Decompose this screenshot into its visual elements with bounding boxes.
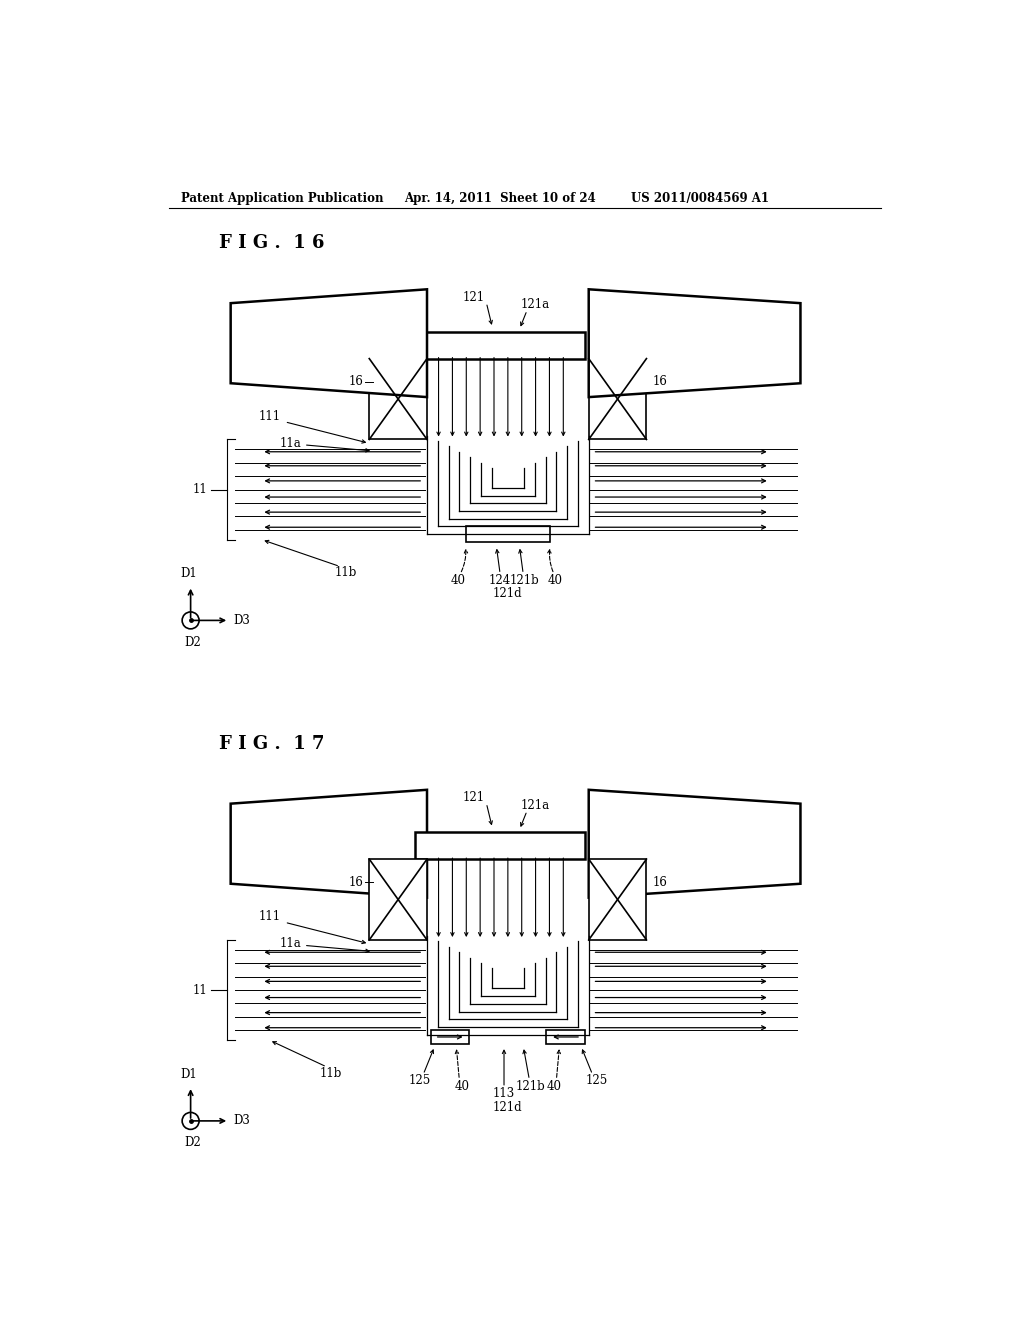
Text: 121b: 121b — [516, 1080, 546, 1093]
Text: US 2011/0084569 A1: US 2011/0084569 A1 — [631, 191, 769, 205]
Text: 40: 40 — [455, 1080, 469, 1093]
Bar — [466, 527, 550, 543]
Text: D2: D2 — [184, 1137, 201, 1150]
Bar — [431, 1030, 469, 1044]
Text: 111: 111 — [259, 409, 281, 422]
Bar — [547, 1030, 585, 1044]
Text: 11: 11 — [193, 983, 208, 997]
Text: 125: 125 — [586, 1074, 607, 1088]
Text: 11a: 11a — [280, 437, 301, 450]
Polygon shape — [589, 289, 801, 397]
Text: D2: D2 — [184, 636, 201, 649]
Bar — [589, 859, 646, 940]
Text: Apr. 14, 2011  Sheet 10 of 24: Apr. 14, 2011 Sheet 10 of 24 — [403, 191, 596, 205]
Polygon shape — [230, 289, 427, 397]
Bar — [416, 331, 585, 359]
Text: 11: 11 — [193, 483, 208, 496]
Text: 121: 121 — [462, 791, 484, 804]
Text: 11a: 11a — [280, 937, 301, 950]
Text: 125: 125 — [409, 1074, 430, 1088]
Text: D1: D1 — [180, 1068, 197, 1081]
Text: Patent Application Publication: Patent Application Publication — [180, 191, 383, 205]
Text: 121: 121 — [462, 290, 484, 304]
Bar — [370, 359, 427, 440]
Polygon shape — [230, 789, 427, 898]
Bar — [416, 832, 585, 859]
Text: 40: 40 — [547, 1080, 561, 1093]
Text: 124: 124 — [489, 574, 511, 587]
Text: D3: D3 — [233, 614, 250, 627]
Text: 121d: 121d — [493, 587, 522, 601]
Text: F I G .  1 6: F I G . 1 6 — [219, 234, 325, 252]
Text: D3: D3 — [233, 1114, 250, 1127]
Text: 121d: 121d — [493, 1101, 522, 1114]
Text: 16: 16 — [348, 375, 364, 388]
Text: 16: 16 — [348, 875, 364, 888]
Text: 40: 40 — [548, 574, 563, 587]
Bar — [370, 859, 427, 940]
Text: 111: 111 — [259, 911, 281, 924]
Text: 121a: 121a — [520, 298, 549, 312]
Text: 121b: 121b — [510, 574, 540, 587]
Text: 16: 16 — [652, 375, 668, 388]
Polygon shape — [589, 789, 801, 898]
Text: D1: D1 — [180, 568, 197, 581]
Text: 11b: 11b — [319, 1067, 342, 1080]
Text: 121a: 121a — [520, 799, 549, 812]
Text: 11b: 11b — [335, 566, 357, 579]
Text: 16: 16 — [652, 875, 668, 888]
Text: 40: 40 — [451, 574, 465, 587]
Text: 113: 113 — [493, 1088, 515, 1101]
Bar — [589, 359, 646, 440]
Text: F I G .  1 7: F I G . 1 7 — [219, 735, 325, 752]
